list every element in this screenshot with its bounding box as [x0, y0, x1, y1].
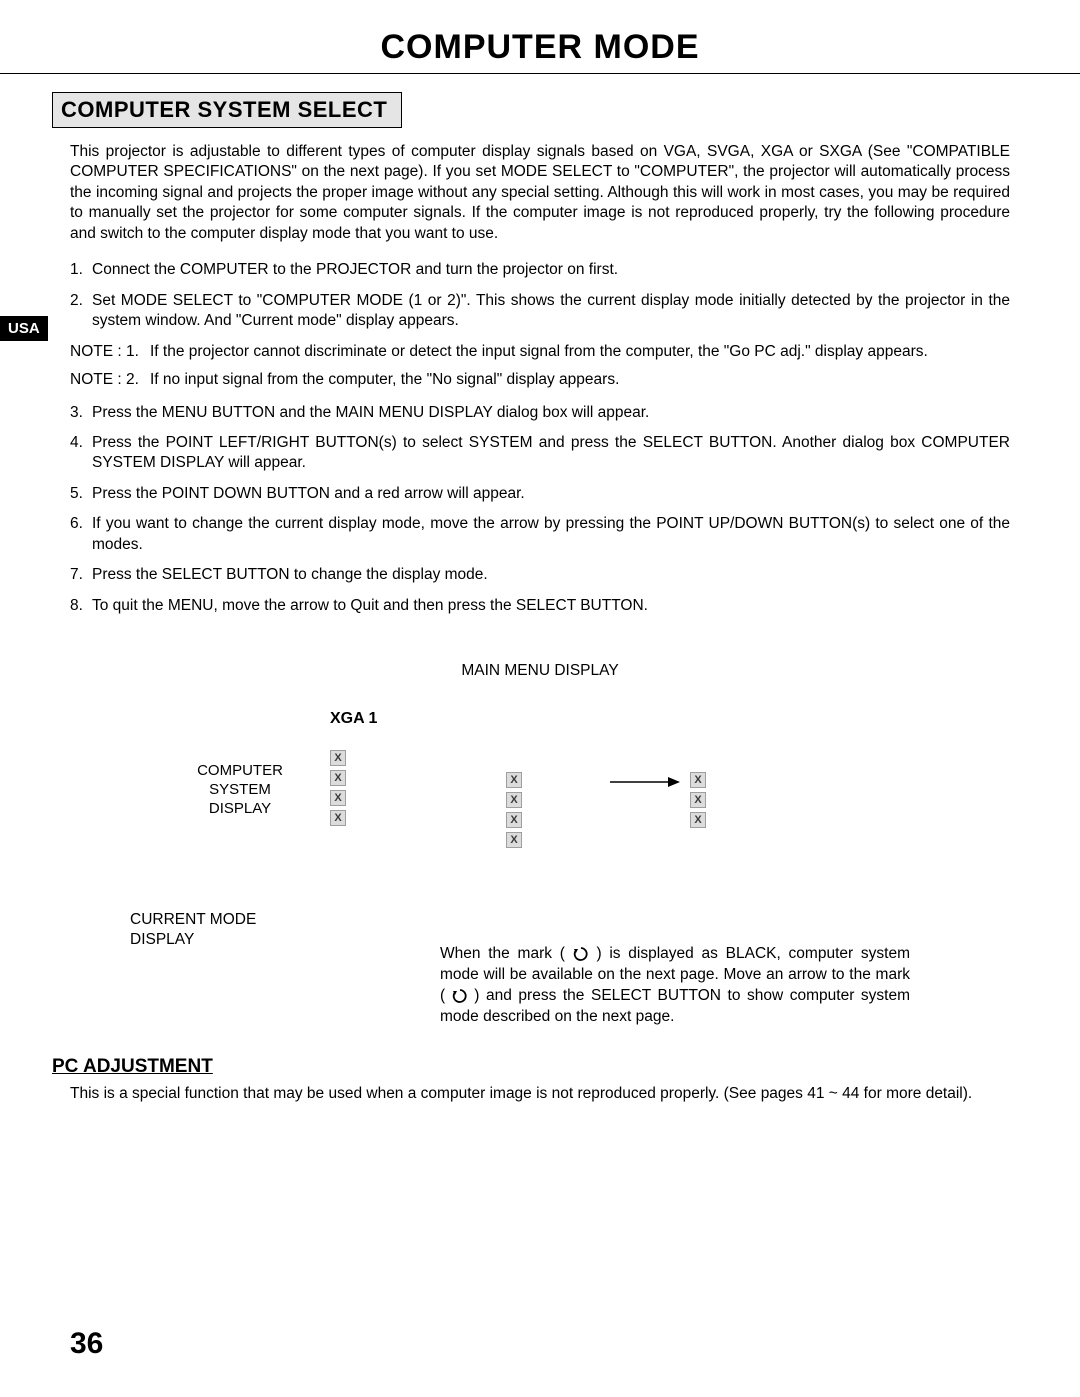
step-item: 5. Press the POINT DOWN BUTTON and a red…: [70, 484, 1010, 504]
step-number: 7.: [70, 565, 92, 585]
step-number: 5.: [70, 484, 92, 504]
note-item: NOTE : 2. If no input signal from the co…: [70, 370, 1010, 390]
step-number: 1.: [70, 260, 92, 280]
note-label: NOTE : 2.: [70, 370, 150, 390]
step-item: 6. If you want to change the current dis…: [70, 514, 1010, 555]
step-text: If you want to change the current displa…: [92, 514, 1010, 555]
pc-adjustment-text: This is a special function that may be u…: [70, 1084, 1010, 1104]
placeholder-icon: X: [690, 792, 706, 808]
computer-system-display-label: COMPUTER SYSTEM DISPLAY: [180, 762, 300, 818]
step-number: 8.: [70, 596, 92, 616]
step-number: 6.: [70, 514, 92, 555]
arrow-icon: [610, 776, 680, 788]
usa-tab: USA: [0, 316, 48, 341]
step-item: 7. Press the SELECT BUTTON to change the…: [70, 565, 1010, 585]
cmd-line: DISPLAY: [130, 931, 194, 948]
placeholder-icon: X: [506, 772, 522, 788]
csd-line: SYSTEM: [209, 781, 271, 798]
step-text: Press the POINT LEFT/RIGHT BUTTON(s) to …: [92, 433, 1010, 474]
title-rule: [0, 73, 1080, 74]
when-mark-note: When the mark ( ) is displayed as BLACK,…: [440, 944, 910, 1028]
xga-label: XGA 1: [330, 710, 1010, 728]
step-number: 4.: [70, 433, 92, 474]
step-number: 3.: [70, 403, 92, 423]
step-item: 3. Press the MENU BUTTON and the MAIN ME…: [70, 403, 1010, 423]
step-number: 2.: [70, 291, 92, 332]
refresh-mark-icon: [452, 988, 468, 1004]
section-header: COMPUTER SYSTEM SELECT: [52, 92, 402, 128]
icon-column-c: X X X: [690, 772, 706, 828]
step-text: Connect the COMPUTER to the PROJECTOR an…: [92, 260, 1010, 280]
page-title: COMPUTER MODE: [70, 28, 1010, 67]
note-item: NOTE : 1. If the projector cannot discri…: [70, 342, 1010, 362]
note-text: If no input signal from the computer, th…: [150, 370, 1010, 390]
steps-list: 1. Connect the COMPUTER to the PROJECTOR…: [70, 260, 1010, 616]
icon-column-a: X X X X: [330, 750, 346, 826]
placeholder-icon: X: [506, 792, 522, 808]
note-text: If the projector cannot discriminate or …: [150, 342, 1010, 362]
step-text: Set MODE SELECT to "COMPUTER MODE (1 or …: [92, 291, 1010, 332]
step-text: Press the MENU BUTTON and the MAIN MENU …: [92, 403, 1010, 423]
refresh-mark-icon: [573, 946, 589, 962]
pc-adjustment-header: PC ADJUSTMENT: [52, 1056, 1010, 1078]
manual-page: COMPUTER MODE COMPUTER SYSTEM SELECT USA…: [0, 0, 1080, 1397]
intro-paragraph: This projector is adjustable to differen…: [70, 142, 1010, 244]
menu-diagram: COMPUTER SYSTEM DISPLAY X X X X X X X X …: [70, 750, 1010, 870]
step-item: 2. Set MODE SELECT to "COMPUTER MODE (1 …: [70, 291, 1010, 332]
note-text: When the mark (: [440, 945, 565, 962]
note-text: ) and press the SELECT BUTTON to show co…: [440, 987, 910, 1025]
step-text: Press the SELECT BUTTON to change the di…: [92, 565, 1010, 585]
placeholder-icon: X: [690, 772, 706, 788]
placeholder-icon: X: [330, 790, 346, 806]
csd-line: COMPUTER: [197, 762, 283, 779]
placeholder-icon: X: [506, 812, 522, 828]
cmd-line: CURRENT MODE: [130, 911, 256, 928]
placeholder-icon: X: [690, 812, 706, 828]
step-text: Press the POINT DOWN BUTTON and a red ar…: [92, 484, 1010, 504]
placeholder-icon: X: [330, 810, 346, 826]
step-item: 4. Press the POINT LEFT/RIGHT BUTTON(s) …: [70, 433, 1010, 474]
note-label: NOTE : 1.: [70, 342, 150, 362]
placeholder-icon: X: [506, 832, 522, 848]
main-menu-display-label: MAIN MENU DISPLAY: [70, 662, 1010, 680]
step-item: 1. Connect the COMPUTER to the PROJECTOR…: [70, 260, 1010, 280]
placeholder-icon: X: [330, 770, 346, 786]
step-item: 8. To quit the MENU, move the arrow to Q…: [70, 596, 1010, 616]
icon-column-b: X X X X: [506, 772, 522, 848]
step-text: To quit the MENU, move the arrow to Quit…: [92, 596, 1010, 616]
page-number: 36: [70, 1327, 103, 1361]
placeholder-icon: X: [330, 750, 346, 766]
csd-line: DISPLAY: [209, 800, 271, 817]
